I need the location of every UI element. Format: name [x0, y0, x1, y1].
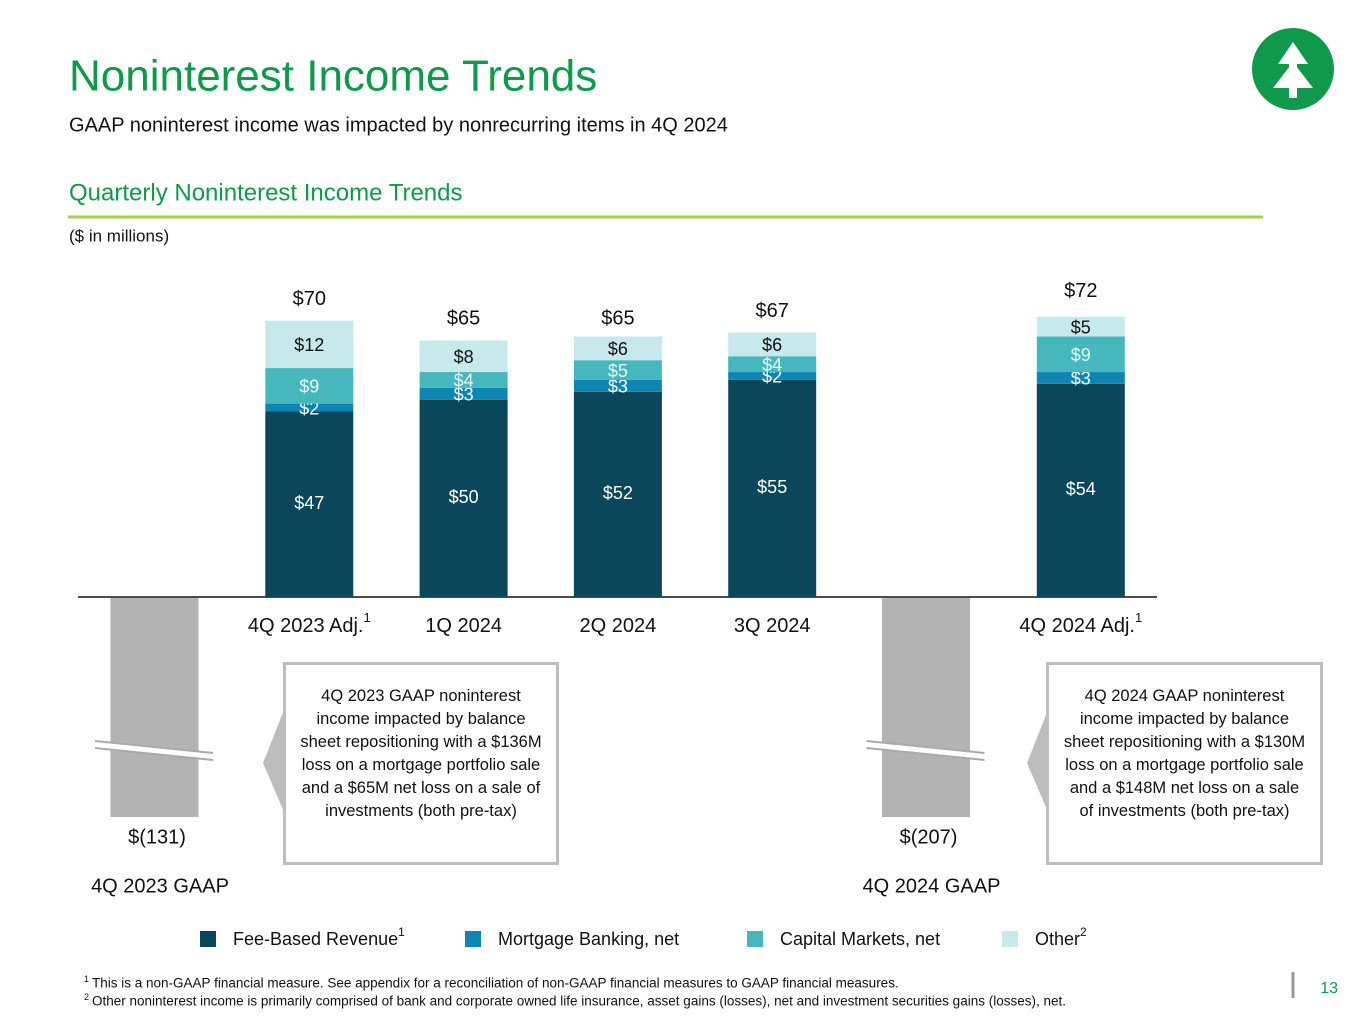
- legend-name: Capital Markets, net: [780, 929, 940, 949]
- legend-swatch: [200, 931, 216, 947]
- total-label: $67: [756, 300, 789, 322]
- bar-segment: [1036, 372, 1125, 384]
- legend-name: Mortgage Banking, net: [498, 929, 679, 949]
- data-label: $4: [454, 371, 474, 391]
- bar-segment: [1036, 316, 1125, 337]
- bar-segment: [728, 332, 817, 357]
- data-label: $12: [294, 335, 324, 355]
- category-name: 2Q 2024: [580, 615, 657, 637]
- bar-segment: [419, 387, 508, 400]
- legend-swatch: [747, 931, 763, 947]
- total-label: $70: [293, 288, 326, 310]
- legend-name: Other: [1035, 929, 1080, 949]
- legend-label: Mortgage Banking, net: [498, 929, 679, 949]
- legend-swatch: [1002, 931, 1018, 947]
- axis-break-line: [866, 747, 985, 761]
- data-label: $5: [608, 361, 628, 381]
- bar-segment: [419, 340, 508, 373]
- legend-label: Fee-Based Revenue1: [233, 925, 405, 949]
- bar-segment: [573, 360, 662, 380]
- legend-note: 1: [398, 925, 405, 939]
- x-tick-label: 4Q 2024 Adj.1: [1019, 610, 1142, 637]
- slide-subtitle: GAAP noninterest income was impacted by …: [69, 114, 728, 136]
- legend-label: Capital Markets, net: [780, 929, 940, 949]
- category-name: 1Q 2024: [425, 615, 502, 637]
- gaap-bar: [110, 598, 199, 817]
- footnote-mark: 2: [84, 992, 90, 1002]
- x-tick-label: 2Q 2024: [580, 615, 657, 637]
- category-note: 1: [364, 610, 371, 625]
- bar-segment: [419, 372, 508, 388]
- category-name: 3Q 2024: [734, 615, 811, 637]
- data-label: $(131): [128, 826, 186, 848]
- callout: 4Q 2024 GAAP noninterest income impacted…: [1046, 662, 1323, 865]
- footnote: 2 Other noninterest income is primarily c…: [84, 992, 1066, 1009]
- category-name: 4Q 2023 Adj.: [248, 615, 364, 637]
- bar-segment: [573, 391, 662, 597]
- bar-segment: [265, 368, 354, 404]
- bar-segment: [265, 403, 354, 412]
- legend-note: 2: [1080, 925, 1087, 939]
- bar-segment: [728, 356, 817, 373]
- data-label: $54: [1066, 479, 1096, 499]
- bar-segment: [265, 411, 354, 597]
- data-label: $6: [762, 335, 782, 355]
- slide-title: Noninterest Income Trends: [69, 52, 597, 101]
- x-tick-label: 4Q 2023 GAAP: [91, 875, 229, 897]
- callout-pointer: [1027, 710, 1048, 812]
- footnote-mark: 1: [84, 974, 90, 984]
- data-label: $5: [1071, 317, 1091, 337]
- data-label: $9: [1071, 345, 1091, 365]
- bar-segment: [419, 399, 508, 597]
- data-label: $47: [294, 493, 324, 513]
- chart-title: Quarterly Noninterest Income Trends: [69, 179, 463, 206]
- legend-swatch: [465, 931, 481, 947]
- data-label: $9: [299, 377, 319, 397]
- total-label: $72: [1064, 280, 1097, 302]
- footnote-text: This is a non-GAAP financial measure. Se…: [92, 975, 899, 991]
- gaap-bar: [882, 598, 970, 817]
- callout-pointer: [263, 710, 284, 812]
- bar-segment: [728, 379, 817, 597]
- category-note: 1: [1135, 610, 1142, 625]
- bar-segment: [1036, 383, 1125, 597]
- bar-segment: [573, 336, 662, 361]
- data-label: $8: [454, 347, 474, 367]
- x-tick-label: 1Q 2024: [425, 615, 502, 637]
- bar-segment: [265, 320, 354, 369]
- bar-segment: [728, 372, 817, 380]
- data-label: $6: [608, 339, 628, 359]
- legend-name: Fee-Based Revenue: [233, 929, 398, 949]
- bar-segment: [1036, 336, 1125, 373]
- axis-break-line: [94, 740, 214, 754]
- data-label: $55: [757, 477, 787, 497]
- data-label: $50: [449, 487, 479, 507]
- callout: 4Q 2023 GAAP noninterest income impacted…: [283, 662, 559, 865]
- x-tick-label: 4Q 2023 Adj.1: [248, 610, 371, 637]
- axis-break-line: [866, 740, 985, 754]
- total-label: $65: [601, 308, 634, 330]
- data-label: $52: [603, 483, 633, 503]
- footnote-text: Other noninterest income is primarily co…: [92, 993, 1066, 1009]
- legend-label: Other2: [1035, 925, 1087, 949]
- x-tick-label: 4Q 2024 GAAP: [863, 875, 1001, 897]
- unit-label: ($ in millions): [69, 226, 169, 245]
- axis-break: [866, 741, 985, 760]
- category-name: 4Q 2024 Adj.: [1019, 615, 1135, 637]
- footnote: 1 This is a non-GAAP financial measure. S…: [84, 974, 899, 991]
- axis-break-line: [94, 747, 214, 761]
- logo: [1252, 28, 1334, 110]
- page-number: 13: [1320, 980, 1338, 997]
- data-label: $(207): [900, 826, 958, 848]
- axis-break: [95, 741, 213, 760]
- total-label: $65: [447, 308, 480, 330]
- data-label: $3: [608, 377, 628, 397]
- bar-segment: [573, 379, 662, 392]
- x-tick-label: 3Q 2024: [734, 615, 811, 637]
- data-label: $3: [454, 384, 474, 404]
- data-label: $4: [762, 355, 782, 375]
- data-label: $3: [1071, 369, 1091, 389]
